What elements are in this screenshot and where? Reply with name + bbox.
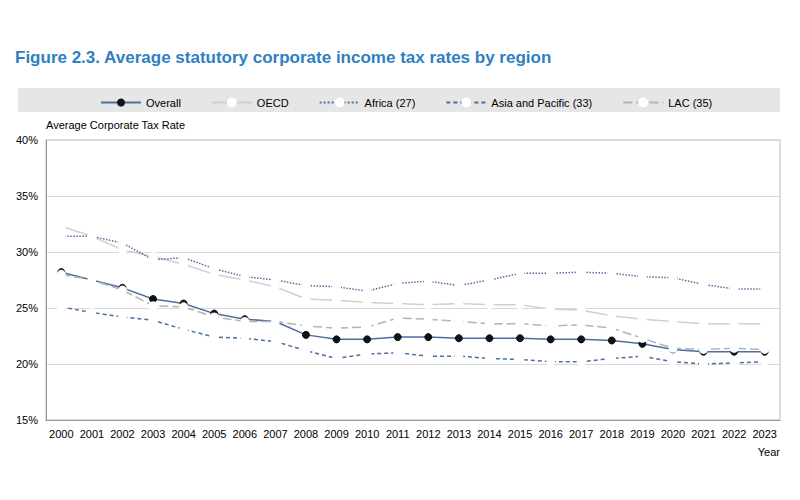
svg-text:OECD: OECD: [257, 97, 289, 109]
svg-text:2015: 2015: [508, 428, 532, 440]
svg-text:2012: 2012: [416, 428, 440, 440]
svg-text:2020: 2020: [661, 428, 685, 440]
svg-text:2017: 2017: [569, 428, 593, 440]
svg-text:Figure 2.3. Average statutory: Figure 2.3. Average statutory corporate …: [15, 48, 551, 67]
svg-text:2006: 2006: [233, 428, 257, 440]
svg-text:2005: 2005: [202, 428, 226, 440]
svg-text:2002: 2002: [110, 428, 134, 440]
svg-text:Overall: Overall: [146, 97, 181, 109]
svg-text:2022: 2022: [722, 428, 746, 440]
svg-text:2011: 2011: [386, 428, 410, 440]
svg-text:Asia and Pacific (33): Asia and Pacific (33): [491, 97, 592, 109]
svg-text:30%: 30%: [16, 246, 38, 258]
svg-text:2014: 2014: [477, 428, 501, 440]
svg-text:2023: 2023: [752, 428, 776, 440]
svg-text:2021: 2021: [691, 428, 715, 440]
svg-text:2008: 2008: [294, 428, 318, 440]
svg-text:20%: 20%: [16, 358, 38, 370]
svg-text:2003: 2003: [141, 428, 165, 440]
svg-text:15%: 15%: [16, 414, 38, 426]
svg-text:2001: 2001: [80, 428, 104, 440]
svg-text:25%: 25%: [16, 302, 38, 314]
svg-text:40%: 40%: [16, 134, 38, 146]
svg-text:2007: 2007: [263, 428, 287, 440]
svg-text:2009: 2009: [324, 428, 348, 440]
svg-text:Africa (27): Africa (27): [365, 97, 416, 109]
svg-text:LAC (35): LAC (35): [668, 97, 712, 109]
svg-text:Average Corporate Tax Rate: Average Corporate Tax Rate: [46, 119, 185, 131]
svg-text:2019: 2019: [630, 428, 654, 440]
svg-text:2013: 2013: [447, 428, 471, 440]
svg-text:2000: 2000: [49, 428, 73, 440]
svg-text:2010: 2010: [355, 428, 379, 440]
svg-text:2004: 2004: [171, 428, 195, 440]
svg-text:2018: 2018: [600, 428, 624, 440]
svg-text:35%: 35%: [16, 190, 38, 202]
svg-text:Year: Year: [758, 446, 781, 458]
svg-text:2016: 2016: [538, 428, 562, 440]
